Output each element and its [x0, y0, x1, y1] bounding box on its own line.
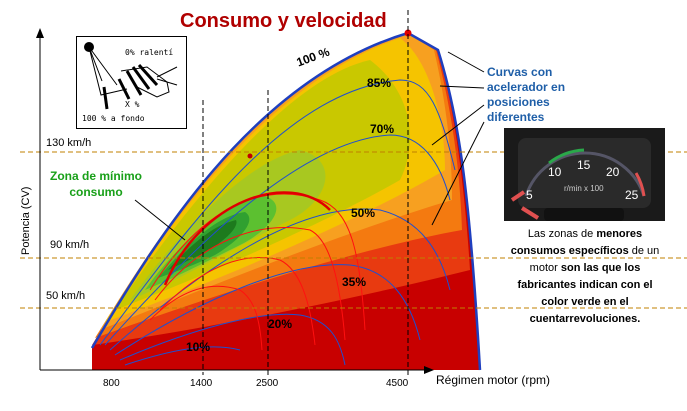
pedal-full-label: 100 % a fondo — [82, 114, 145, 123]
curve-label-70: 70% — [370, 122, 395, 136]
curve-85 — [99, 79, 456, 346]
page-title: Consumo y velocidad — [180, 10, 387, 32]
pointer — [431, 121, 485, 226]
point — [247, 153, 253, 159]
x-axis-arrow — [424, 366, 434, 374]
pointer — [134, 199, 186, 241]
pedal-inset: 0% ralentí X % 100 % a fondo — [76, 36, 187, 129]
speed-label: 90 km/h — [50, 239, 90, 251]
gauge-tick: 10 — [548, 165, 562, 179]
curve-label-35: 35% — [342, 275, 367, 289]
red-curve — [149, 193, 366, 331]
gauge-tick: 25 — [625, 188, 639, 202]
speed-label: 50 km/h — [46, 290, 86, 302]
explanation-note: Las zonas de menores consumos específico… — [505, 226, 665, 328]
red-curve — [149, 285, 263, 351]
zone-dark-green — [168, 220, 237, 270]
x-tick: 2500 — [256, 378, 279, 389]
curves-label-line: Curvas con — [487, 65, 553, 79]
red-curve-bold — [163, 191, 331, 286]
curves-label-line: posiciones — [487, 95, 550, 109]
curves-label-line: acelerador en — [487, 80, 566, 94]
tachometer-dial — [510, 138, 651, 221]
curves-label-line: diferentes — [487, 110, 545, 124]
x-tick: 4500 — [386, 378, 409, 389]
tachometer: 5 10 15 20 25 r/min x 100 — [504, 128, 665, 221]
curve-10 — [124, 346, 241, 366]
peak-point — [404, 29, 412, 37]
pointer — [447, 51, 485, 73]
curve-label-50: 50% — [351, 206, 376, 220]
pedal-icon — [84, 42, 178, 110]
zone-label-line: consumo — [69, 185, 123, 199]
pedal-idle-label: 0% ralentí — [125, 48, 174, 57]
curves-label: Curvas con acelerador en posiciones dife… — [487, 65, 565, 125]
curve-label-20: 20% — [268, 317, 293, 331]
gauge-tick: 20 — [606, 165, 620, 179]
curve-20 — [119, 313, 346, 366]
gauge-tick: 5 — [526, 188, 533, 202]
note-bold: menores consumos específicos — [510, 228, 643, 257]
x-tick: 1400 — [190, 378, 213, 389]
min-consumption-zone-label: Zona de mínimo consumo — [50, 168, 142, 200]
x-tick: 800 — [103, 378, 120, 389]
note-text: de un motor — [529, 245, 660, 274]
gauge-unit: r/min x 100 — [564, 184, 604, 193]
y-axis-arrow — [36, 28, 44, 38]
curve-label-10: 10% — [186, 340, 211, 354]
pedal-partial-label: X % — [125, 100, 140, 109]
pointer — [431, 104, 485, 146]
red-curve — [159, 256, 316, 346]
pointer — [439, 85, 485, 89]
curve-label-85: 85% — [367, 76, 392, 90]
curve-35 — [114, 264, 421, 356]
speed-label: 130 km/h — [46, 137, 92, 149]
x-axis-label: Régimen motor (rpm) — [436, 373, 551, 387]
zone-label-line: Zona de mínimo — [50, 169, 143, 183]
y-axis-label: Potencia (CV) — [20, 186, 32, 255]
note-text: Las zonas de — [527, 228, 597, 240]
gauge-tick: 15 — [577, 158, 591, 172]
note-bold: son las que los fabricantes indican con … — [517, 262, 653, 325]
